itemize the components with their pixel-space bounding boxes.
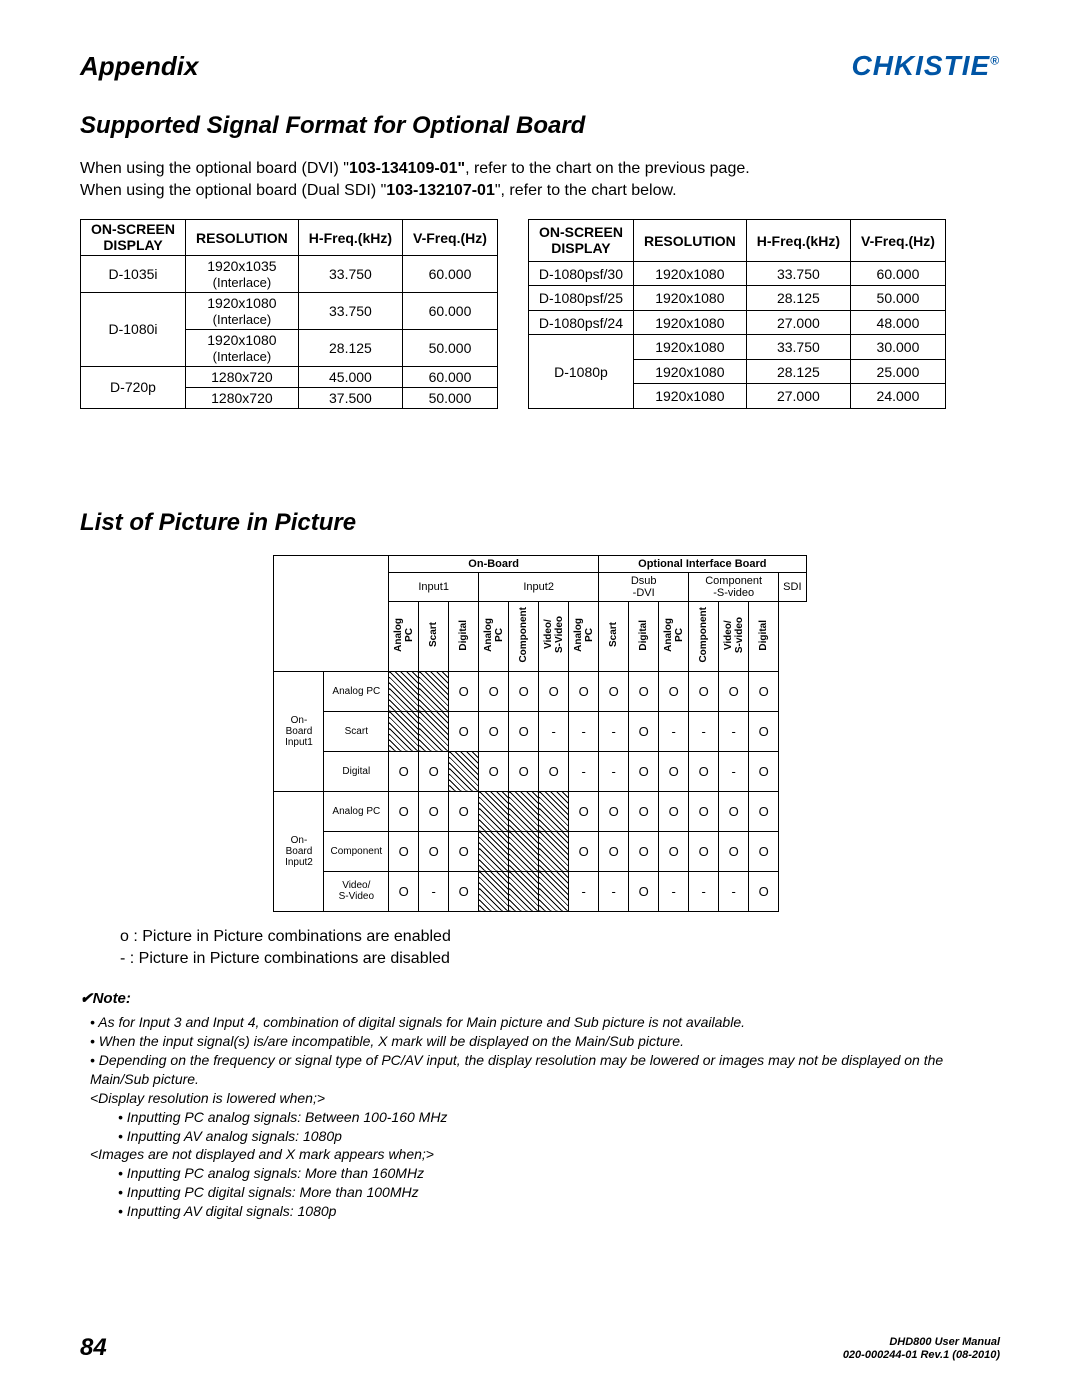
note-item: Inputting AV digital signals: 1080p — [118, 1202, 1000, 1221]
note-item: Inputting PC analog signals: More than 1… — [118, 1164, 1000, 1183]
signal-table-right: ON-SCREENDISPLAYRESOLUTIONH-Freq.(kHz)V-… — [528, 219, 946, 409]
section1-intro: When using the optional board (DVI) "103… — [80, 158, 1000, 201]
page-header: Appendix CHKISTIE® — [80, 50, 1000, 82]
legend-disabled: - : Picture in Picture combinations are … — [120, 948, 1000, 970]
section2-title: List of Picture in Picture — [80, 509, 1000, 537]
note-item: Inputting AV analog signals: 1080p — [118, 1127, 1000, 1146]
notes-block: As for Input 3 and Input 4, combination … — [80, 1013, 1000, 1221]
legend-enabled: o : Picture in Picture combinations are … — [120, 926, 1000, 948]
brand-logo: CHKISTIE® — [851, 50, 1000, 82]
note-subhead: <Display resolution is lowered when;> — [90, 1089, 1000, 1108]
pip-table: On-BoardOptional Interface BoardInput1In… — [273, 555, 806, 912]
note-item: Inputting PC analog signals: Between 100… — [118, 1108, 1000, 1127]
pip-legend: o : Picture in Picture combinations are … — [120, 926, 1000, 969]
section-label: Appendix — [80, 51, 198, 82]
signal-tables: ON-SCREENDISPLAYRESOLUTIONH-Freq.(kHz)V-… — [80, 219, 1000, 409]
note-item: Depending on the frequency or signal typ… — [90, 1051, 1000, 1089]
page-footer: 84 DHD800 User Manual 020-000244-01 Rev.… — [80, 1334, 1000, 1362]
page-number: 84 — [80, 1334, 107, 1362]
note-subhead: <Images are not displayed and X mark app… — [90, 1145, 1000, 1164]
note-item: As for Input 3 and Input 4, combination … — [90, 1013, 1000, 1032]
note-item: When the input signal(s) is/are incompat… — [90, 1032, 1000, 1051]
note-item: Inputting PC digital signals: More than … — [118, 1183, 1000, 1202]
note-heading: ✔Note: — [80, 989, 1000, 1007]
signal-table-left: ON-SCREENDISPLAYRESOLUTIONH-Freq.(kHz)V-… — [80, 219, 498, 409]
pip-table-wrap: On-BoardOptional Interface BoardInput1In… — [80, 555, 1000, 912]
footer-right: DHD800 User Manual 020-000244-01 Rev.1 (… — [843, 1336, 1000, 1362]
section1-title: Supported Signal Format for Optional Boa… — [80, 112, 1000, 140]
